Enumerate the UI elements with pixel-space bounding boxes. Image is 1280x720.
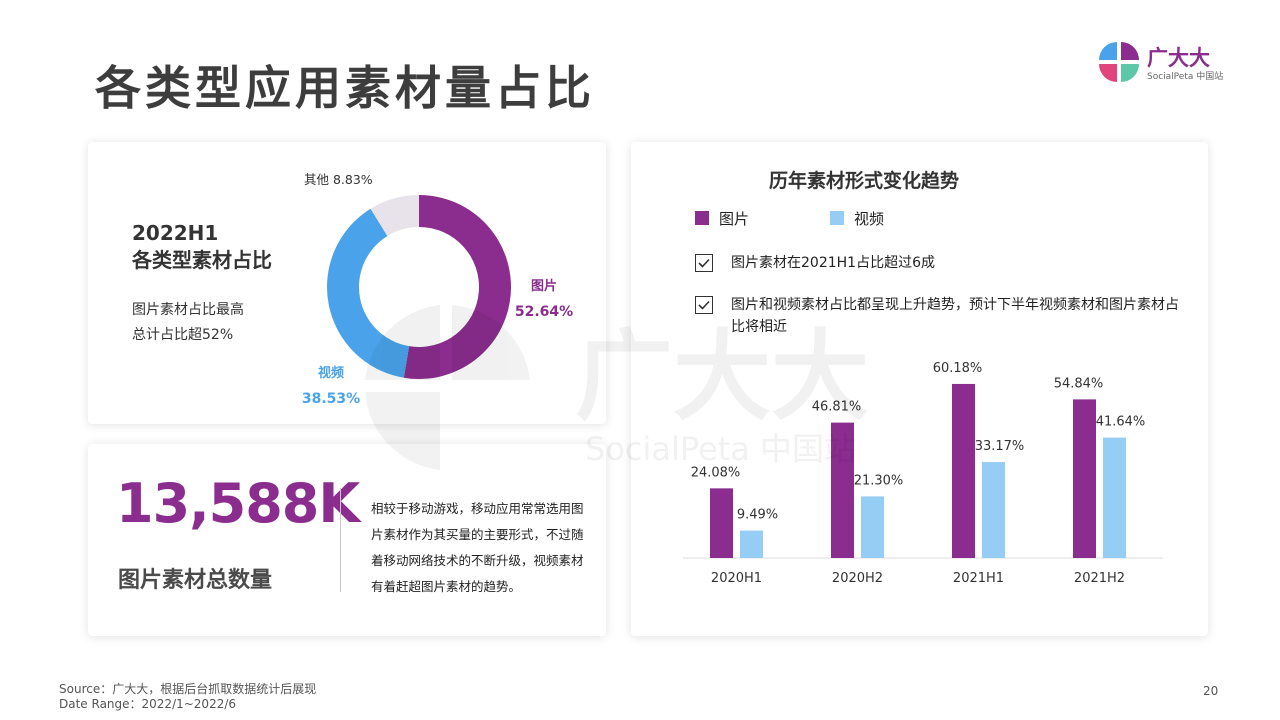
trend-card: 历年素材形式变化趋势 图片 视频 图片素材在2021H1占比超过6成 图片和视频…	[631, 142, 1208, 636]
total-card: 13,588K 图片素材总数量 相较于移动游戏，移动应用常常选用图片素材作为其买…	[88, 444, 606, 636]
bar-value-label: 33.17%	[975, 439, 1025, 454]
bar-image	[952, 383, 975, 558]
bar-chart: 24.08% 9.49% 2020H1 46.81% 21.30% 2020H2 60.18…	[683, 361, 1163, 586]
legend-swatch-image	[695, 211, 709, 225]
total-label: 图片素材总数量	[118, 568, 273, 593]
bar-video	[861, 496, 884, 558]
logo-subtitle: SocialPeta 中国站	[1147, 72, 1224, 82]
check-item-2: 图片和视频素材占比都呈现上升趋势，预计下半年视频素材和图片素材占比将相近	[695, 294, 1181, 338]
bar-image	[710, 488, 733, 558]
total-number: 13,588K	[116, 472, 360, 535]
check-text-1: 图片素材在2021H1占比超过6成	[731, 255, 935, 271]
donut-heading-line2: 各类型素材占比	[132, 248, 272, 272]
donut-card: 2022H1 各类型素材占比 图片素材占比最高 总计占比超52% 图片 52.64…	[88, 142, 606, 424]
slice-category-label: 图片	[531, 278, 557, 294]
x-tick-label: 2021H1	[953, 571, 1004, 586]
logo: 广大大 SocialPeta 中国站	[1097, 40, 1227, 84]
checkbox-icon	[695, 254, 713, 272]
trend-title: 历年素材形式变化趋势	[769, 170, 960, 192]
bar-value-label: 24.08%	[691, 465, 741, 480]
footer: Source：广大大，根据后台抓取数据统计后展现 Date Range：2022…	[59, 682, 316, 712]
donut-note: 图片素材占比最高 总计占比超52%	[132, 298, 244, 348]
total-description: 相较于移动游戏，移动应用常常选用图片素材作为其买量的主要形式，不过随着移动网络技…	[371, 501, 584, 594]
bar-value-label: 46.81%	[812, 400, 862, 415]
page-number: 20	[1203, 684, 1219, 698]
slice-other-label: 其他 8.83%	[304, 172, 373, 187]
legend-item-image: 图片	[695, 208, 749, 228]
donut-heading-line1: 2022H1	[132, 221, 219, 245]
donut-heading: 2022H1 各类型素材占比	[132, 220, 272, 274]
bar-value-label: 41.64%	[1096, 415, 1146, 430]
legend-label-image: 图片	[719, 209, 750, 228]
check-text-2: 图片和视频素材占比都呈现上升趋势，预计下半年视频素材和图片素材占比将相近	[731, 297, 1179, 335]
slice-category-label: 视频	[318, 365, 344, 381]
bar-value-label: 54.84%	[1054, 376, 1104, 391]
bar-image	[1073, 399, 1096, 558]
x-tick-label: 2020H1	[711, 571, 762, 586]
checkbox-icon	[695, 296, 713, 314]
slice-image	[403, 195, 511, 379]
bar-value-label: 21.30%	[854, 473, 904, 488]
bar-video	[982, 462, 1005, 558]
donut-note-line1: 图片素材占比最高	[132, 302, 244, 318]
logo-name: 广大大	[1147, 46, 1210, 70]
slice-value-label: 38.53%	[302, 391, 360, 407]
footer-range: Date Range：2022/1~2022/6	[59, 697, 237, 711]
page-title: 各类型应用素材量占比	[95, 61, 595, 115]
check-item-1: 图片素材在2021H1占比超过6成	[695, 252, 1181, 274]
x-tick-label: 2020H2	[832, 571, 883, 586]
legend-swatch-video	[830, 211, 844, 225]
donut-note-line2: 总计占比超52%	[132, 327, 234, 343]
bar-value-label: 9.49%	[737, 508, 778, 523]
footer-source: Source：广大大，根据后台抓取数据统计后展现	[59, 682, 317, 696]
slice-value-label: 52.64%	[515, 304, 573, 320]
legend-label-video: 视频	[854, 209, 885, 228]
logo-icon	[1099, 42, 1139, 82]
slice-video	[327, 208, 410, 378]
donut-chart: 图片 52.64% 视频 38.53% 其他 8.83%	[302, 172, 573, 407]
x-tick-label: 2021H2	[1074, 571, 1125, 586]
bar-video	[1103, 437, 1126, 558]
slice-other	[370, 195, 419, 236]
bar-value-label: 60.18%	[933, 361, 983, 376]
bar-image	[831, 422, 854, 558]
bar-video	[740, 530, 763, 558]
legend-item-video: 视频	[830, 208, 884, 228]
divider	[340, 488, 341, 592]
